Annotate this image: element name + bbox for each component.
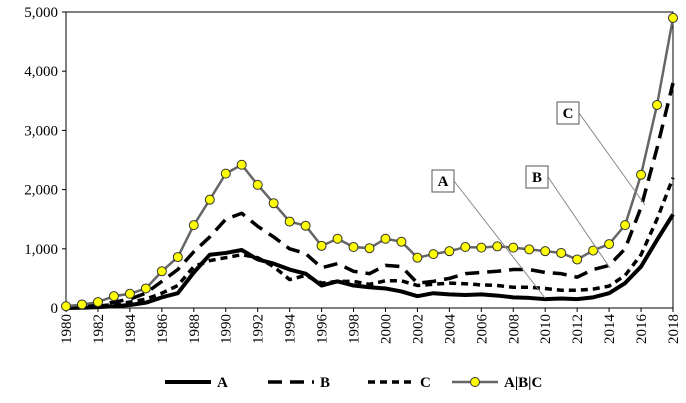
x-tick-label: 1990 — [219, 314, 235, 344]
data-point — [140, 283, 151, 294]
data-point — [524, 244, 535, 255]
y-tick-label: 4,000 — [24, 64, 58, 80]
callout-box — [556, 101, 580, 125]
legend-label: A|B|C — [504, 375, 542, 391]
series-line — [65, 17, 675, 308]
data-point — [204, 194, 215, 205]
x-tick-label: 2018 — [666, 314, 682, 344]
data-point — [76, 299, 87, 310]
x-tick-label: 1998 — [347, 314, 363, 344]
x-tick-label: 2006 — [474, 314, 490, 345]
data-point — [252, 179, 263, 190]
data-point — [156, 266, 167, 277]
data-point — [284, 216, 295, 227]
callout-label: A — [438, 174, 449, 190]
callout-label: B — [532, 170, 542, 186]
data-point — [332, 233, 343, 244]
data-point — [124, 288, 135, 299]
x-tick-label: 2000 — [378, 314, 394, 344]
callout-leader — [547, 176, 611, 269]
x-tick-label: 2004 — [442, 314, 458, 345]
data-point — [172, 252, 183, 263]
legend-label: A — [217, 375, 228, 391]
data-point — [220, 168, 231, 179]
data-point — [620, 220, 631, 231]
data-point — [61, 301, 71, 312]
x-tick-label: 1988 — [187, 314, 203, 344]
data-point — [428, 249, 439, 260]
x-tick-label: 2008 — [506, 314, 522, 344]
x-tick-label: 1996 — [315, 314, 331, 345]
x-tick-label: 1994 — [283, 314, 299, 345]
data-point — [444, 246, 455, 257]
data-point — [652, 99, 663, 110]
data-point — [668, 12, 678, 23]
data-point — [508, 242, 519, 253]
data-point — [108, 291, 119, 302]
legend-label: B — [320, 375, 330, 391]
x-tick-label: 1992 — [251, 314, 267, 344]
y-tick-label: 0 — [51, 301, 59, 317]
x-tick-label: 2016 — [634, 314, 650, 345]
data-point — [604, 239, 615, 250]
x-tick-label: 2012 — [570, 314, 586, 344]
x-tick-label: 1980 — [59, 314, 75, 344]
series-line — [65, 82, 675, 310]
data-point — [236, 159, 247, 170]
x-tick-label: 2002 — [410, 314, 426, 344]
data-point — [348, 242, 359, 253]
callout-box — [525, 165, 549, 189]
data-point — [460, 242, 471, 253]
x-tick-label: 1984 — [123, 314, 139, 345]
callout-leader — [578, 112, 646, 206]
data-point — [316, 240, 327, 251]
y-tick-label: 2,000 — [24, 183, 58, 199]
legend-label: C — [420, 375, 431, 391]
data-point — [636, 169, 647, 180]
plot-frame — [65, 11, 674, 309]
data-point — [396, 236, 407, 247]
y-tick-label: 3,000 — [24, 123, 58, 139]
data-point — [476, 242, 487, 253]
legend-marker — [470, 377, 480, 387]
x-tick-label: 2010 — [538, 314, 554, 344]
data-point — [572, 254, 583, 265]
data-point — [364, 243, 375, 254]
callout-label: C — [563, 106, 574, 122]
series-line — [65, 177, 675, 310]
series-line — [65, 213, 675, 310]
callout-box — [431, 169, 455, 193]
data-point — [92, 297, 103, 308]
x-tick-label: 2014 — [602, 314, 618, 345]
x-tick-label: 1982 — [91, 314, 107, 344]
data-point — [492, 241, 503, 252]
callout-leader — [453, 180, 546, 299]
x-tick-label: 1986 — [155, 314, 171, 345]
data-point — [380, 233, 391, 244]
data-point — [268, 198, 279, 209]
y-tick-label: 1,000 — [24, 242, 58, 258]
data-point — [556, 247, 567, 258]
data-point — [412, 252, 423, 263]
y-tick-label: 5,000 — [24, 5, 58, 21]
data-point — [300, 220, 311, 231]
data-point — [540, 246, 551, 257]
data-point — [188, 220, 199, 231]
